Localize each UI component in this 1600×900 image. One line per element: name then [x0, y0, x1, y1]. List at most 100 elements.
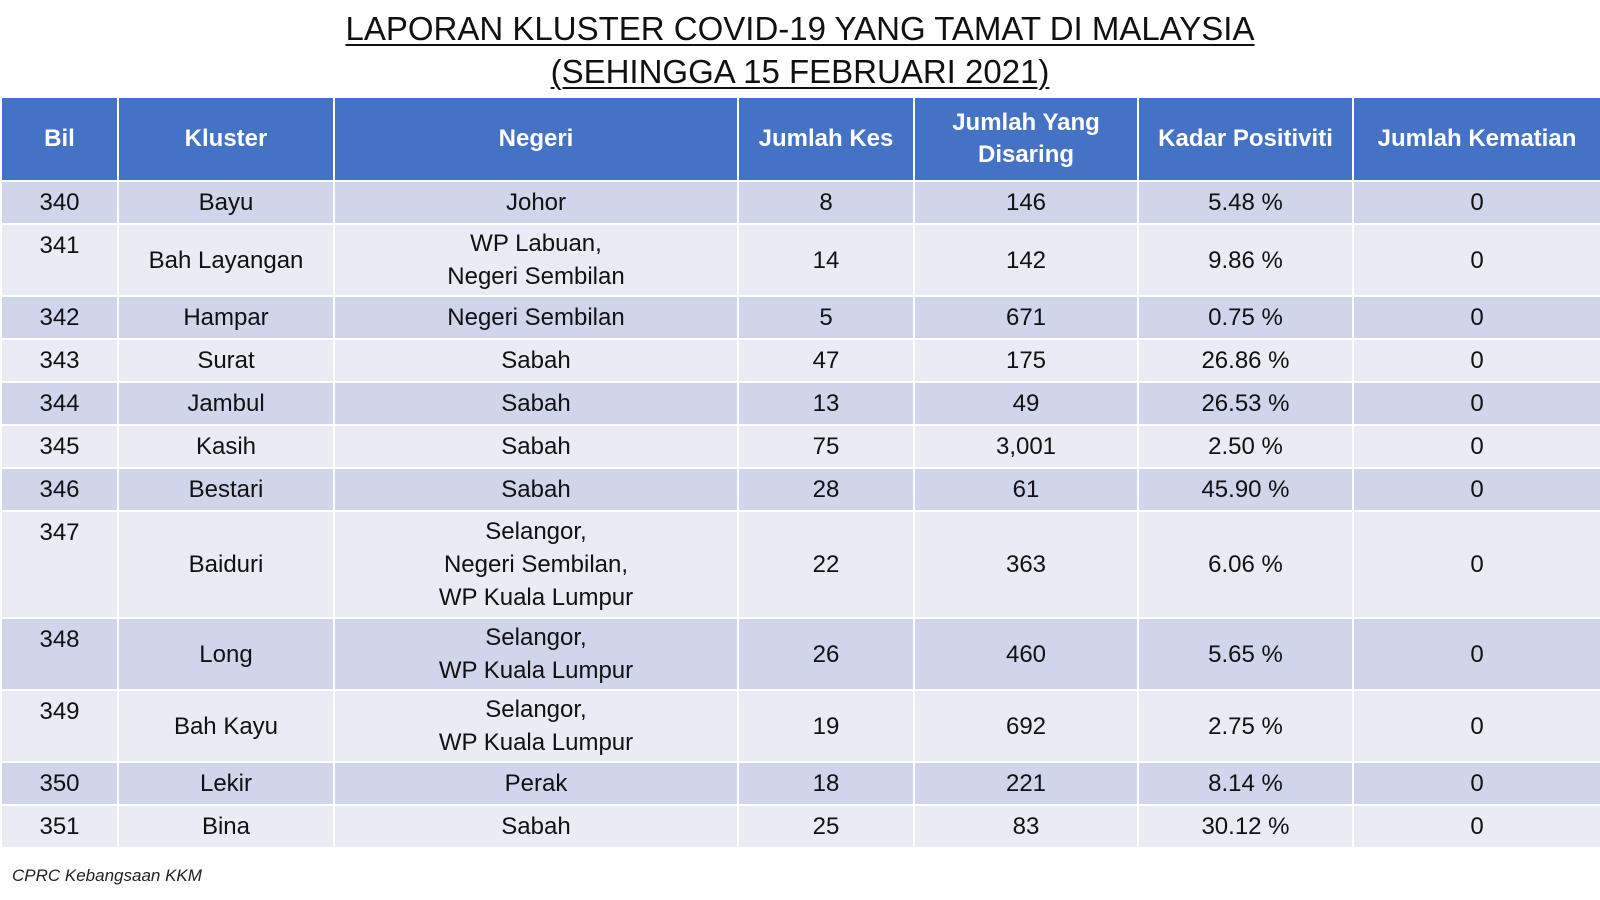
- cell-kluster: Bah Layangan: [117, 223, 335, 297]
- cell-jumlah-kematian: 0: [1352, 761, 1600, 806]
- cell-jumlah-kematian: 0: [1352, 180, 1600, 225]
- cell-jumlah-kes: 13: [737, 381, 915, 426]
- cell-bil: 343: [0, 338, 119, 383]
- cell-bil: 344: [0, 381, 119, 426]
- report-title: LAPORAN KLUSTER COVID-19 YANG TAMAT DI M…: [0, 0, 1600, 90]
- cell-jumlah-kes: 47: [737, 338, 915, 383]
- cell-bil: 345: [0, 424, 119, 469]
- cell-jumlah-kematian: 0: [1352, 223, 1600, 297]
- cell-jumlah-kes: 25: [737, 804, 915, 849]
- cell-kluster: Lekir: [117, 761, 335, 806]
- cell-bil: 351: [0, 804, 119, 849]
- cell-jumlah-kes: 5: [737, 295, 915, 340]
- negeri-line: Selangor,: [485, 696, 587, 723]
- header-kluster: Kluster: [117, 96, 335, 182]
- negeri-line: Negeri Sembilan: [447, 263, 625, 290]
- cell-jumlah-kes: 18: [737, 761, 915, 806]
- cell-jumlah-kematian: 0: [1352, 381, 1600, 426]
- cell-jumlah-disaring: 175: [913, 338, 1139, 383]
- table-header-row: Bil Kluster Negeri Jumlah Kes Jumlah Yan…: [0, 96, 1600, 182]
- cell-kadar-positiviti: 30.12 %: [1137, 804, 1354, 849]
- negeri-line: Sabah: [501, 813, 571, 840]
- negeri-line: Selangor,: [485, 624, 587, 651]
- cell-kluster: Surat: [117, 338, 335, 383]
- cell-jumlah-disaring: 142: [913, 223, 1139, 297]
- cell-negeri: WP Labuan, Negeri Sembilan: [333, 223, 739, 297]
- cell-negeri: Sabah: [333, 381, 739, 426]
- title-line-1: LAPORAN KLUSTER COVID-19 YANG TAMAT DI M…: [345, 10, 1255, 47]
- header-jumlah-disaring: Jumlah Yang Disaring: [913, 96, 1139, 182]
- cell-jumlah-kes: 14: [737, 223, 915, 297]
- header-jumlah-kes: Jumlah Kes: [737, 96, 915, 182]
- cell-kluster: Hampar: [117, 295, 335, 340]
- header-bil: Bil: [0, 96, 119, 182]
- cell-jumlah-kes: 8: [737, 180, 915, 225]
- cell-jumlah-kematian: 0: [1352, 510, 1600, 619]
- cell-jumlah-kematian: 0: [1352, 804, 1600, 849]
- cell-jumlah-disaring: 221: [913, 761, 1139, 806]
- cell-jumlah-kematian: 0: [1352, 424, 1600, 469]
- negeri-line: WP Labuan,: [470, 230, 602, 257]
- cell-jumlah-kematian: 0: [1352, 295, 1600, 340]
- cell-kluster: Bayu: [117, 180, 335, 225]
- negeri-line: Sabah: [501, 476, 571, 503]
- cell-kadar-positiviti: 5.65 %: [1137, 617, 1354, 691]
- cell-negeri: Sabah: [333, 467, 739, 512]
- negeri-line: Sabah: [501, 390, 571, 417]
- cell-negeri: Selangor, WP Kuala Lumpur: [333, 617, 739, 691]
- negeri-line: Perak: [504, 770, 568, 797]
- cell-negeri: Johor: [333, 180, 739, 225]
- cell-kadar-positiviti: 8.14 %: [1137, 761, 1354, 806]
- header-kadar-positiviti: Kadar Positiviti: [1137, 96, 1354, 182]
- table-row: 343 Surat Sabah 47 175 26.86 % 0: [0, 338, 1600, 383]
- table-body: 340 Bayu Johor 8 146 5.48 % 0 341 Bah Layangan WP…: [0, 180, 1600, 849]
- cell-jumlah-kes: 22: [737, 510, 915, 619]
- cell-negeri: Selangor, WP Kuala Lumpur: [333, 689, 739, 763]
- negeri-line: WP Kuala Lumpur: [438, 584, 634, 611]
- negeri-line: WP Kuala Lumpur: [438, 657, 634, 684]
- cell-jumlah-kematian: 0: [1352, 467, 1600, 512]
- table-row: 350 Lekir Perak 18 221 8.14 % 0: [0, 761, 1600, 806]
- cell-bil: 350: [0, 761, 119, 806]
- cell-jumlah-disaring: 692: [913, 689, 1139, 763]
- cell-kadar-positiviti: 6.06 %: [1137, 510, 1354, 619]
- cell-kluster: Baiduri: [117, 510, 335, 619]
- cell-jumlah-kes: 75: [737, 424, 915, 469]
- negeri-line: WP Kuala Lumpur: [438, 729, 634, 756]
- cell-kadar-positiviti: 2.75 %: [1137, 689, 1354, 763]
- table-row: 349 Bah Kayu Selangor, WP Kuala Lumpur 19 692…: [0, 689, 1600, 763]
- negeri-line: Johor: [505, 189, 567, 216]
- cell-jumlah-disaring: 83: [913, 804, 1139, 849]
- cell-jumlah-disaring: 49: [913, 381, 1139, 426]
- cell-jumlah-disaring: 146: [913, 180, 1139, 225]
- negeri-line: Sabah: [501, 433, 571, 460]
- negeri-line: Selangor,: [485, 518, 587, 545]
- cell-kluster: Bina: [117, 804, 335, 849]
- table-row: 344 Jambul Sabah 13 49 26.53 % 0: [0, 381, 1600, 426]
- cell-kluster: Bah Kayu: [117, 689, 335, 763]
- negeri-line: Negeri Sembilan,: [443, 551, 629, 578]
- table-row: 342 Hampar Negeri Sembilan 5 671 0.75 % 0: [0, 295, 1600, 340]
- cell-negeri: Sabah: [333, 338, 739, 383]
- cell-kadar-positiviti: 2.50 %: [1137, 424, 1354, 469]
- cell-jumlah-kematian: 0: [1352, 689, 1600, 763]
- cell-kadar-positiviti: 45.90 %: [1137, 467, 1354, 512]
- cell-kluster: Bestari: [117, 467, 335, 512]
- header-jumlah-disaring-line-1: Jumlah Yang: [952, 109, 1100, 136]
- cell-jumlah-disaring: 671: [913, 295, 1139, 340]
- cell-bil: 340: [0, 180, 119, 225]
- cell-bil: 342: [0, 295, 119, 340]
- cell-jumlah-kes: 19: [737, 689, 915, 763]
- cell-negeri: Perak: [333, 761, 739, 806]
- cell-negeri: Sabah: [333, 424, 739, 469]
- negeri-line: Sabah: [501, 347, 571, 374]
- title-line-2: (SEHINGGA 15 FEBRUARI 2021): [550, 53, 1050, 90]
- cell-kluster: Kasih: [117, 424, 335, 469]
- cell-bil: 349: [0, 689, 119, 763]
- cluster-table: Bil Kluster Negeri Jumlah Kes Jumlah Yan…: [0, 96, 1600, 849]
- cell-jumlah-disaring: 61: [913, 467, 1139, 512]
- table-row: 347 Baiduri Selangor, Negeri Sembilan, WP Ku…: [0, 510, 1600, 619]
- header-negeri: Negeri: [333, 96, 739, 182]
- cell-jumlah-kematian: 0: [1352, 338, 1600, 383]
